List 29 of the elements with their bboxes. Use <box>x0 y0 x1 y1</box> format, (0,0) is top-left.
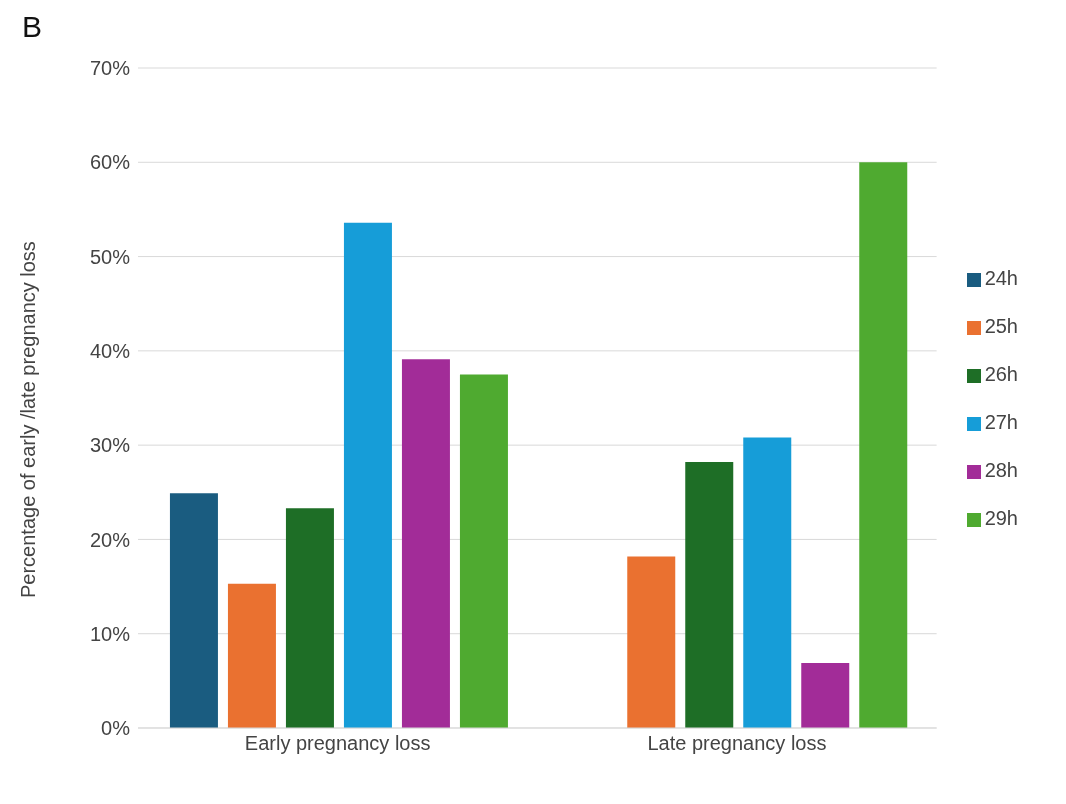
bar <box>285 508 334 728</box>
y-tick-label: 60% <box>89 151 131 174</box>
y-tick-label: 70% <box>89 57 131 80</box>
bar <box>227 583 276 728</box>
x-tick-label: Early pregnancy loss <box>244 732 431 755</box>
bar <box>459 374 508 728</box>
bar <box>401 359 450 728</box>
bar <box>859 162 908 728</box>
y-tick-label: 10% <box>89 622 131 645</box>
legend-label: 25h <box>984 315 1018 337</box>
legend-label: 24h <box>984 267 1018 289</box>
bar <box>169 493 218 728</box>
y-tick-label: 20% <box>89 528 131 551</box>
chart-title: B <box>22 10 43 44</box>
y-tick-label: 0% <box>101 717 131 740</box>
legend-label: 28h <box>984 459 1018 481</box>
legend-label: 26h <box>984 363 1018 385</box>
bar <box>627 556 676 728</box>
bar <box>801 662 850 728</box>
y-tick-label: 40% <box>89 339 131 362</box>
y-axis-title: Percentage of early /late pregnancy loss <box>17 241 40 598</box>
bar <box>685 462 734 728</box>
bar <box>343 222 392 728</box>
bar <box>743 437 792 728</box>
legend-label: 29h <box>984 507 1018 529</box>
legend-label: 27h <box>984 411 1018 433</box>
x-tick-label: Late pregnancy loss <box>647 732 827 755</box>
y-tick-label: 30% <box>89 434 131 457</box>
y-tick-label: 50% <box>89 245 131 268</box>
